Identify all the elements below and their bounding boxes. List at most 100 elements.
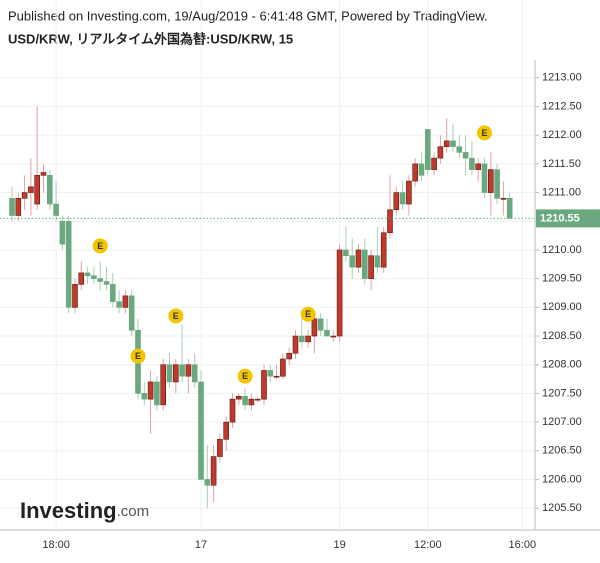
candle-body bbox=[122, 295, 129, 308]
candle-body bbox=[217, 439, 223, 457]
candle-body bbox=[267, 370, 274, 377]
y-tick-label: 1211.00 bbox=[542, 186, 581, 198]
candle-body bbox=[154, 381, 160, 406]
candle-body bbox=[179, 364, 185, 377]
candle-body bbox=[475, 163, 482, 170]
candle-body bbox=[437, 146, 444, 159]
candle-body bbox=[236, 395, 242, 400]
logo-suffix: .com bbox=[117, 503, 150, 520]
candle-body bbox=[65, 220, 72, 308]
candle-body bbox=[166, 364, 173, 383]
candle-body bbox=[317, 318, 324, 331]
event-marker bbox=[130, 348, 146, 364]
candle-body bbox=[368, 255, 374, 279]
event-label: E bbox=[305, 309, 311, 319]
candle-body bbox=[9, 198, 15, 216]
y-tick-label: 1212.00 bbox=[542, 129, 582, 141]
candle-body bbox=[242, 395, 248, 406]
candle-body bbox=[59, 220, 66, 245]
candle-body bbox=[116, 301, 122, 308]
chart-title: USD/KRW, リアルタイム外国為替:USD/KRW, 15 bbox=[8, 31, 293, 46]
candle-body bbox=[481, 163, 488, 193]
candle-body bbox=[46, 175, 53, 205]
y-tick-label: 1209.50 bbox=[542, 273, 582, 285]
y-tick-label: 1213.00 bbox=[542, 72, 582, 84]
candle-body bbox=[128, 295, 135, 331]
candle-body bbox=[147, 381, 154, 400]
y-tick-label: 1207.50 bbox=[542, 387, 582, 399]
y-tick-label: 1211.50 bbox=[542, 158, 581, 170]
candle-body bbox=[324, 329, 330, 337]
candle-body bbox=[361, 249, 368, 279]
y-tick-label: 1205.50 bbox=[542, 502, 582, 514]
y-tick-label: 1206.50 bbox=[542, 445, 582, 457]
x-tick-label: 18:00 bbox=[42, 539, 70, 551]
candle-body bbox=[406, 180, 412, 205]
event-marker bbox=[477, 125, 492, 141]
candle-body bbox=[72, 284, 78, 308]
y-tick-label: 1207.00 bbox=[542, 416, 582, 428]
candle-body bbox=[280, 358, 286, 377]
candle-body bbox=[91, 275, 97, 279]
candle-body bbox=[443, 140, 450, 147]
y-tick-label: 1209.00 bbox=[542, 301, 582, 313]
candle-body bbox=[273, 375, 280, 378]
candle-body bbox=[399, 192, 406, 205]
candle-body bbox=[15, 198, 22, 216]
candle-body bbox=[456, 146, 463, 153]
y-tick-label: 1212.50 bbox=[542, 100, 582, 112]
event-label: E bbox=[481, 128, 487, 138]
candle-body bbox=[185, 364, 192, 377]
candle-body bbox=[305, 335, 311, 343]
candle-body bbox=[160, 364, 166, 406]
candle-body bbox=[380, 232, 387, 268]
candle-body bbox=[355, 249, 362, 268]
x-tick-label: 12:00 bbox=[414, 539, 442, 551]
candle-body bbox=[494, 169, 500, 199]
candle-body bbox=[254, 398, 261, 401]
candle-body bbox=[393, 192, 400, 211]
candle-body bbox=[210, 456, 217, 486]
candle-body bbox=[21, 192, 28, 199]
candle-body bbox=[487, 169, 494, 193]
candle-body bbox=[261, 370, 267, 400]
candle-body bbox=[412, 163, 419, 182]
logo-text: Investing bbox=[20, 498, 117, 523]
event-label: E bbox=[173, 311, 179, 321]
last-price-label: 1210.55 bbox=[540, 212, 580, 224]
candle-body bbox=[506, 198, 513, 219]
candle-body bbox=[103, 281, 110, 285]
candle-body bbox=[462, 152, 469, 159]
y-tick-label: 1206.00 bbox=[542, 473, 582, 485]
candle-body bbox=[78, 272, 85, 285]
candle-body bbox=[418, 163, 425, 176]
candle-body bbox=[229, 398, 236, 423]
event-marker bbox=[92, 238, 108, 254]
candle-body bbox=[191, 364, 198, 383]
y-tick-label: 1210.00 bbox=[542, 244, 582, 256]
x-tick-label: 19 bbox=[333, 539, 345, 551]
event-label: E bbox=[97, 241, 103, 251]
candle-body bbox=[223, 421, 229, 440]
published-note: Published on Investing.com, 19/Aug/2019 … bbox=[8, 8, 488, 23]
candle-body bbox=[40, 172, 47, 176]
candle-body bbox=[84, 272, 91, 277]
candle-body bbox=[349, 255, 356, 268]
candle-body bbox=[198, 381, 204, 480]
candle-body bbox=[311, 318, 318, 337]
candle-body bbox=[500, 198, 507, 200]
candle-body bbox=[53, 203, 59, 216]
candle-body bbox=[330, 335, 337, 338]
candle-body bbox=[97, 278, 103, 282]
y-tick-label: 1208.00 bbox=[542, 359, 582, 371]
candle-body bbox=[204, 479, 211, 486]
candle-body bbox=[141, 393, 148, 400]
logo: Investing.com bbox=[20, 498, 149, 523]
candle-body bbox=[34, 175, 41, 205]
candle-body bbox=[374, 255, 381, 268]
event-label: E bbox=[135, 351, 141, 361]
event-marker bbox=[300, 306, 316, 322]
candle-body bbox=[298, 335, 305, 343]
event-marker bbox=[237, 368, 253, 384]
